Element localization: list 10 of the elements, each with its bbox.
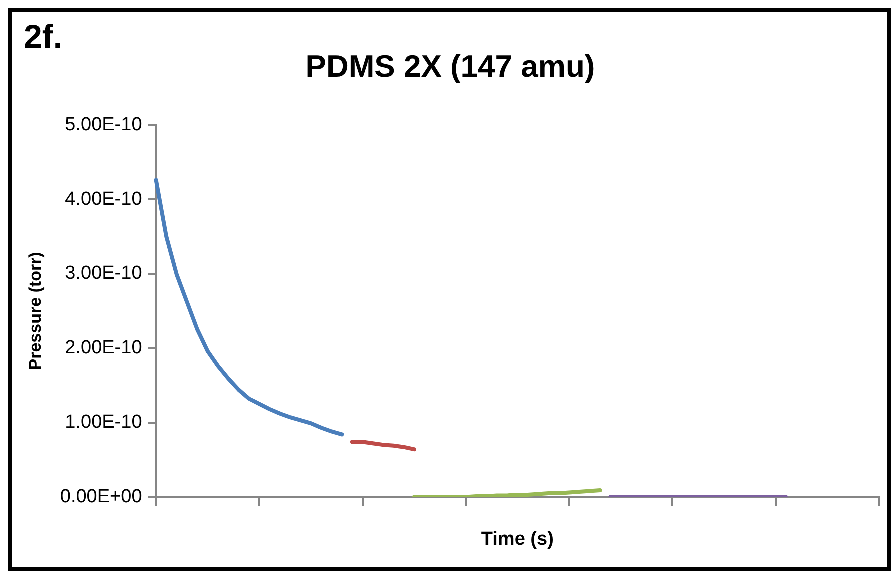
y-tick-label: 0.00E+00 [60,486,142,508]
x-axis-title: Time (s) [481,528,554,550]
chart-title: PDMS 2X (147 amu) [306,49,596,84]
y-tick-label: 3.00E-10 [65,263,142,284]
y-axis-title: Pressure (torr) [26,252,45,370]
y-tick-label: 4.00E-10 [65,188,142,210]
y-tick-label: 5.00E-10 [65,114,142,136]
y-tick-label: 2.00E-10 [65,338,142,359]
text: 2f. [24,18,63,56]
y-tick-label: 1.00E-10 [65,412,142,434]
